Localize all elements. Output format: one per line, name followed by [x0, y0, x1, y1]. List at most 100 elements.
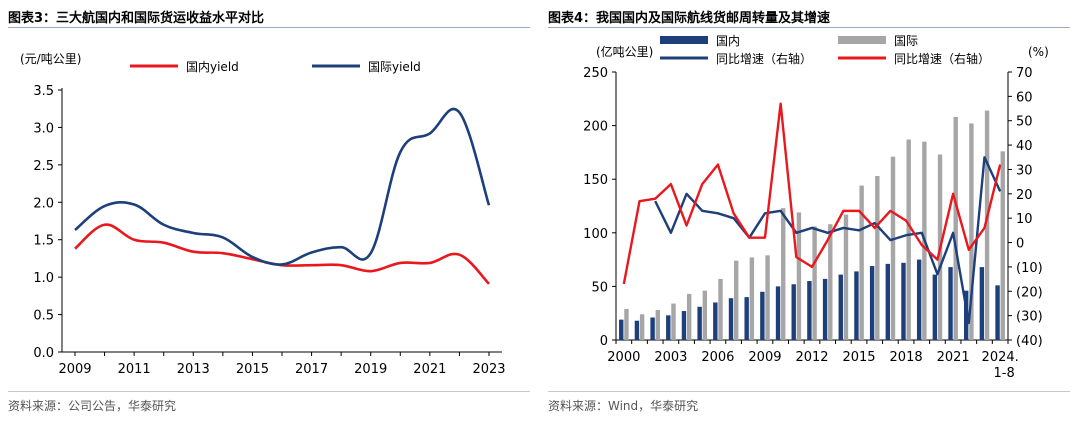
left-x-tick-label: 2013: [177, 362, 210, 377]
right-y-left-tick-label: 150: [583, 173, 608, 188]
left-y-tick-label: 0.0: [33, 346, 54, 361]
left-figure-title: 图表3：三大航国内和国际货运收益水平对比: [8, 11, 265, 26]
right-bar-domestic: [838, 274, 843, 340]
right-bar-international: [655, 309, 660, 340]
right-bar-domestic: [681, 311, 687, 340]
right-x-tick-label: 2018: [890, 350, 923, 365]
right-y-right-unit-label: (%): [1028, 45, 1049, 59]
left-x-tick-label: 2009: [58, 362, 91, 377]
right-bar-domestic: [713, 302, 718, 340]
left-figure-panel: 图表3：三大航国内和国际货运收益水平对比 (元/吨公里) 0.0 0.5 1.0 1.5…: [8, 11, 530, 413]
right-y-right-tick-label: 0: [1016, 237, 1024, 252]
right-growth-line-international: [622, 102, 1002, 285]
right-bar-international: [718, 278, 723, 340]
right-bar-international: [639, 314, 645, 340]
right-bar-domestic: [666, 315, 671, 340]
right-bar-domestic: [775, 286, 781, 340]
right-y-left-tick-label: 100: [583, 227, 608, 242]
right-bar-domestic: [650, 317, 655, 340]
right-y-right-tick-label: (10): [1016, 261, 1043, 276]
right-bar-domestic: [948, 267, 953, 340]
right-y-right-tick-label: 60: [1016, 90, 1033, 105]
right-bar-domestic: [869, 266, 875, 340]
right-bar-international: [734, 260, 739, 340]
right-x-tick-label: 2024.: [982, 350, 1019, 365]
right-bar-domestic: [916, 259, 922, 340]
right-bar-domestic: [619, 319, 624, 340]
right-x-tick-label: 2000: [607, 350, 640, 365]
right-bar-international: [1000, 151, 1005, 340]
right-bar-domestic: [728, 298, 734, 340]
right-x-tick-label: 2006: [701, 350, 734, 365]
right-growth-line-domestic: [654, 156, 1002, 325]
right-bar-international: [702, 290, 708, 340]
right-bar-international: [796, 212, 802, 340]
right-bar-international: [624, 308, 629, 340]
left-x-tick-label: 2019: [354, 362, 387, 377]
right-bar-international: [828, 224, 833, 340]
right-legend-swatch-domestic-bar: [660, 36, 708, 44]
right-bar-international: [969, 123, 974, 341]
right-y-right-tick-label: 40: [1016, 139, 1033, 154]
right-bar-domestic: [760, 291, 765, 340]
right-volume-chart: (亿吨公里) (%)050100150200250(40)(30)(20)(10)…: [583, 34, 1049, 381]
right-y-right-tick-label: 20: [1016, 188, 1033, 203]
right-y-right-tick-label: 70: [1016, 66, 1033, 81]
left-x-tick-label: 2011: [118, 362, 151, 377]
right-x-tick-label: 2021: [937, 350, 970, 365]
left-y-tick-label: 2.5: [33, 159, 54, 174]
right-y-left-unit-label: (亿吨公里): [596, 44, 653, 59]
left-title-rule: [8, 27, 530, 28]
right-y-right-tick-label: 30: [1016, 163, 1033, 178]
left-yield-chart: (元/吨公里) 0.0 0.5 1.0 1.5 2.0 2.5 3.0 3.5 2009 2011 2…: [20, 52, 506, 377]
left-source-note: 资料来源：公司公告，华泰研究: [8, 399, 177, 413]
left-y-unit-label: (元/吨公里): [20, 52, 81, 66]
right-y-right-tick-label: (20): [1016, 285, 1043, 300]
right-bar-domestic: [979, 267, 985, 340]
left-legend-label-2: 国际yield: [368, 60, 421, 74]
right-y-right-tick-label: 50: [1016, 115, 1033, 130]
right-legend-label-domestic-growth: 同比增速（右轴）: [716, 51, 812, 66]
left-y-tick-label: 0.5: [33, 309, 54, 324]
right-bar-international: [671, 303, 676, 340]
right-bar-international: [843, 214, 849, 340]
right-legend-swatch-international-bar: [838, 36, 886, 44]
right-y-left-tick-label: 0: [600, 334, 608, 349]
left-y-tick-label: 3.0: [33, 121, 54, 136]
left-x-tick-label: 2015: [236, 362, 269, 377]
right-figure-panel: 图表4：我国国内及国际航线货邮周转量及其增速 (亿吨公里) (%) 0 50 100 15…: [540, 0, 1080, 423]
right-bar-domestic: [697, 306, 702, 340]
left-y-tick-label: 2.0: [33, 196, 54, 211]
right-bar-international: [812, 226, 817, 340]
right-bar-domestic: [791, 284, 796, 340]
right-bar-international: [859, 185, 864, 340]
right-bar-domestic: [964, 290, 969, 340]
left-x-tick-label: 2017: [295, 362, 328, 377]
right-bar-domestic: [634, 320, 640, 340]
right-y-right-tick-label: (40): [1016, 334, 1043, 349]
left-y-tick-label: 3.5: [33, 84, 54, 99]
left-bottom-rule: [8, 391, 530, 392]
right-bar-international: [890, 156, 896, 340]
right-y-right-tick-label: (30): [1016, 310, 1043, 325]
right-source-note: 资料来源：Wind，华泰研究: [548, 399, 699, 413]
right-bottom-rule: [548, 391, 1070, 392]
right-x-tick-sublabel: 1-8: [994, 366, 1015, 381]
right-bar-international: [781, 208, 786, 340]
left-y-tick-label: 1.5: [33, 234, 54, 249]
right-bar-international: [686, 293, 692, 340]
right-bar-domestic: [932, 274, 938, 340]
right-bar-domestic: [744, 297, 749, 340]
left-series-line-2: [74, 107, 491, 266]
right-y-right-tick-label: 10: [1016, 212, 1033, 227]
right-legend-label-international-growth: 同比增速（右轴）: [894, 51, 990, 66]
right-bar-domestic: [854, 271, 859, 340]
left-series-line-1: [74, 223, 490, 285]
right-title-rule: [548, 27, 1070, 28]
right-bar-international: [749, 257, 755, 340]
right-x-tick-label: 2015: [842, 350, 875, 365]
right-bar-domestic: [807, 281, 812, 340]
right-y-left-tick-label: 250: [583, 66, 608, 81]
left-x-tick-label: 2021: [413, 362, 446, 377]
right-bar-international: [765, 255, 770, 340]
